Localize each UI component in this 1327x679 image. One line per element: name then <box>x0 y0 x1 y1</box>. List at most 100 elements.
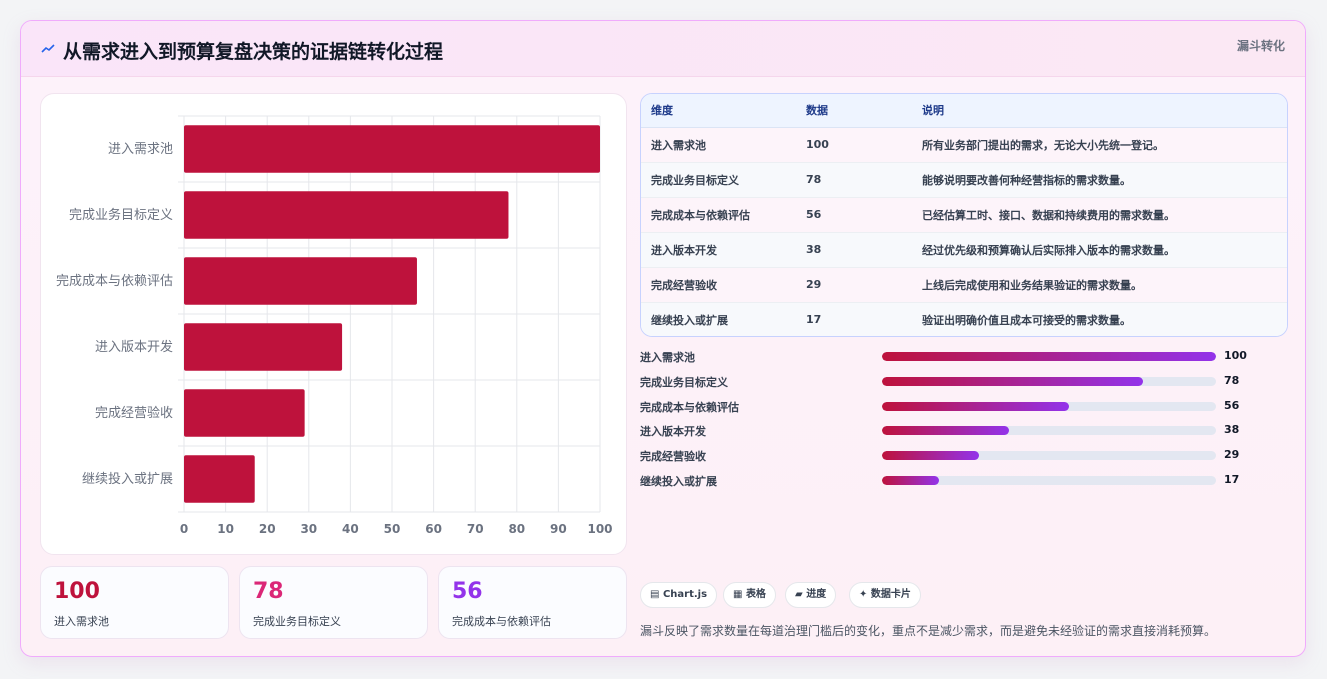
column-header: 维度 <box>641 94 796 128</box>
progress-track <box>882 426 1216 436</box>
table-icon: ▦ <box>733 589 743 600</box>
progress-label: 完成成本与依赖评估 <box>640 400 739 414</box>
progress-icon: ▰ <box>795 589 803 600</box>
chip-data-card[interactable]: ✦ 数据卡片 <box>849 582 921 608</box>
card-icon: ✦ <box>859 589 868 600</box>
category-label: 完成业务目标定义 <box>69 207 173 223</box>
chip-label: 数据卡片 <box>870 589 911 600</box>
progress-value: 78 <box>1224 373 1240 387</box>
table-cell: 继续投入或扩展 <box>641 302 796 336</box>
progress-label: 完成业务目标定义 <box>640 375 728 389</box>
bar-chart-panel: 进入需求池完成业务目标定义完成成本与依赖评估进入版本开发 完成经营验收继续投入或扩… <box>40 93 627 555</box>
column-header: 数据 <box>796 94 912 128</box>
progress-label: 完成经营验收 <box>640 450 706 464</box>
table-cell: 17 <box>796 302 912 336</box>
progress-fill <box>882 426 1009 436</box>
page-title: 从需求进入到预算复盘决策的证据链转化过程 <box>63 41 444 63</box>
table-cell: 验证出明确价值且成本可接受的需求数量。 <box>912 302 1287 336</box>
progress-row: 完成成本与依赖评估 56 <box>640 396 1288 421</box>
bar <box>184 125 600 173</box>
progress-fill <box>882 401 1070 411</box>
kpi-value: 78 <box>253 579 284 604</box>
progress-row: 进入需求池 100 <box>640 346 1288 371</box>
kpi-label: 完成成本与依赖评估 <box>452 615 551 628</box>
progress-row: 完成业务目标定义 78 <box>640 371 1288 396</box>
table-cell: 100 <box>796 127 912 163</box>
table-cell: 56 <box>796 197 912 233</box>
card-header: 从需求进入到预算复盘决策的证据链转化过程 漏斗转化 <box>21 21 1305 77</box>
progress-list: 进入需求池 100 完成业务目标定义 78 完成成本与依赖评估 56 进入版本开… <box>640 346 1288 495</box>
progress-value: 56 <box>1224 398 1240 412</box>
kpi-label: 完成业务目标定义 <box>253 615 341 628</box>
table-row: 完成成本与依赖评估 56 已经估算工时、接口、数据和持续费用的需求数量。 <box>641 197 1287 233</box>
progress-value: 17 <box>1224 472 1240 486</box>
progress-track <box>882 376 1216 386</box>
table-cell: 进入版本开发 <box>641 232 796 268</box>
table-row: 进入版本开发 38 经过优先级和预算确认后实际排入版本的需求数量。 <box>641 232 1287 268</box>
table-cell: 所有业务部门提出的需求，无论大小先统一登记。 <box>912 127 1287 163</box>
chip-table[interactable]: ▦ 表格 <box>723 582 776 608</box>
progress-track <box>882 352 1216 361</box>
category-label: 完成成本与依赖评估 <box>56 274 173 289</box>
table-cell: 进入需求池 <box>641 127 796 163</box>
kpi-value: 56 <box>452 579 483 604</box>
progress-fill <box>882 352 1216 361</box>
table-cell: 78 <box>796 162 912 198</box>
table-cell: 完成业务目标定义 <box>641 162 796 198</box>
progress-row: 完成经营验收 29 <box>640 445 1288 470</box>
progress-label: 进入需求池 <box>640 351 695 364</box>
progress-row: 进入版本开发 38 <box>640 420 1288 445</box>
table-cell: 已经估算工时、接口、数据和持续费用的需求数量。 <box>912 197 1287 233</box>
progress-fill <box>882 451 979 461</box>
table-row: 进入需求池 100 所有业务部门提出的需求，无论大小先统一登记。 <box>641 127 1287 163</box>
progress-track <box>882 401 1216 411</box>
tick-label: 100 <box>587 522 612 536</box>
bar <box>184 455 255 503</box>
tick-label: 0 <box>180 522 188 536</box>
tick-label: 50 <box>384 522 401 536</box>
table-cell: 能够说明要改善何种经营指标的需求数量。 <box>912 162 1287 198</box>
chart-line-icon <box>41 44 55 53</box>
progress-value: 100 <box>1224 349 1247 362</box>
progress-track <box>882 475 1216 485</box>
category-label: 完成经营验收 <box>95 405 173 421</box>
chip-label: 表格 <box>745 589 766 600</box>
table-header-row: 维度 数据 说明 <box>641 94 1287 128</box>
bar <box>184 257 417 305</box>
table-row: 完成业务目标定义 78 能够说明要改善何种经营指标的需求数量。 <box>641 162 1287 198</box>
chip-chartjs[interactable]: ▤ Chart.js <box>640 582 718 608</box>
kpi-card-2: 78 完成业务目标定义 <box>239 566 428 639</box>
progress-label: 继续投入或扩展 <box>640 474 717 488</box>
table-row: 继续投入或扩展 17 验证出明确价值且成本可接受的需求数量。 <box>641 302 1287 336</box>
tick-label: 60 <box>425 522 442 536</box>
category-label: 进入版本开发 <box>95 339 173 355</box>
tick-label: 10 <box>217 522 234 536</box>
chip-label: Chart.js <box>662 589 708 600</box>
funnel-bar-chart: 进入需求池完成业务目标定义完成成本与依赖评估进入版本开发完成经营验收继续投入或扩… <box>56 115 613 536</box>
bar <box>184 389 305 437</box>
funnel-tag: 漏斗转化 <box>1236 39 1285 53</box>
chip-progress[interactable]: ▰ 进度 <box>785 582 837 608</box>
kpi-label: 进入需求池 <box>54 615 109 628</box>
column-header: 说明 <box>912 94 1287 128</box>
chip-label: 进度 <box>806 589 827 600</box>
table-cell: 完成成本与依赖评估 <box>641 197 796 233</box>
category-label: 继续投入或扩展 <box>82 471 173 487</box>
tick-label: 20 <box>259 522 276 536</box>
data-table: 维度 数据 说明 进入需求池 100 所有业务部门提出的需求，无论大小先统一登记… <box>640 93 1288 337</box>
progress-value: 29 <box>1224 448 1240 462</box>
category-label: 进入需求池 <box>108 142 173 157</box>
kpi-card-1: 100 进入需求池 <box>40 566 229 639</box>
table-cell: 完成经营验收 <box>641 267 796 303</box>
bar <box>184 323 343 371</box>
table-cell: 经过优先级和预算确认后实际排入版本的需求数量。 <box>912 232 1287 268</box>
tick-label: 70 <box>467 522 484 536</box>
footnote: 漏斗反映了需求数量在每道治理门槛后的变化，重点不是减少需求，而是避免未经验证的需… <box>640 624 1217 638</box>
tick-label: 90 <box>550 522 567 536</box>
progress-row: 继续投入或扩展 17 <box>640 470 1288 495</box>
progress-value: 38 <box>1224 423 1240 437</box>
table-cell: 上线后完成使用和业务结果验证的需求数量。 <box>912 267 1287 303</box>
kpi-value: 100 <box>54 579 100 604</box>
bar <box>184 191 509 239</box>
table-row: 完成经营验收 29 上线后完成使用和业务结果验证的需求数量。 <box>641 267 1287 303</box>
